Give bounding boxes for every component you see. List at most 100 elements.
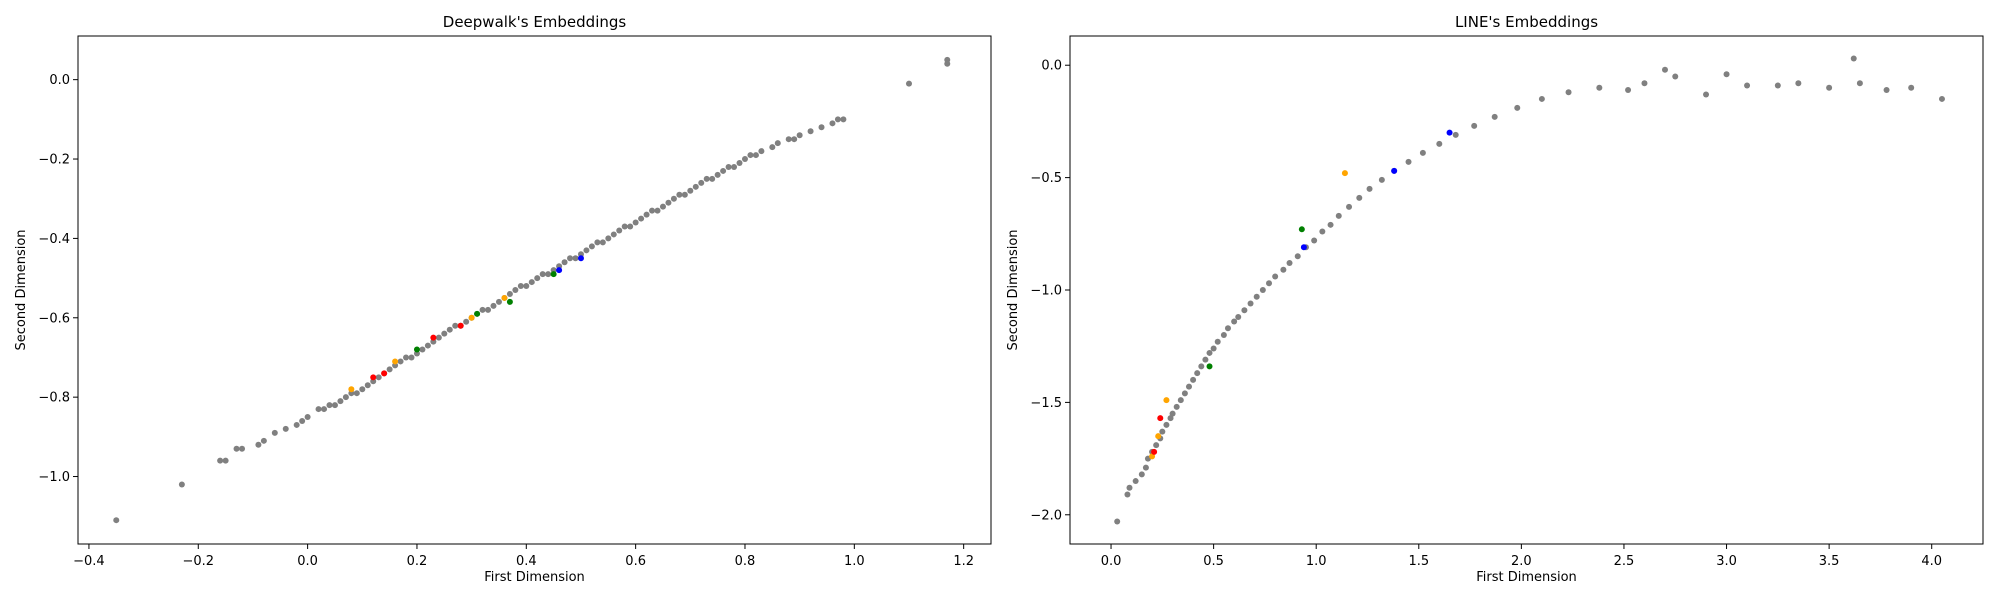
line-data-point <box>1259 287 1266 293</box>
line-data-point <box>1744 82 1751 89</box>
deepwalk-data-point <box>386 366 393 373</box>
deepwalk-data-point <box>364 382 371 389</box>
line-data-point <box>1300 244 1307 251</box>
line-data-point <box>1159 428 1166 435</box>
line-data-point <box>1341 170 1348 177</box>
line-data-point <box>1661 66 1668 73</box>
line-title: LINE's Embeddings <box>1455 13 1598 31</box>
line-data-point <box>1298 226 1305 233</box>
deepwalk-data-point <box>523 283 530 290</box>
deepwalk-data-point <box>419 346 426 353</box>
deepwalk-data-point <box>747 152 754 159</box>
line-x-tick-label: 0.0 <box>1101 554 1122 569</box>
deepwalk-x-tick-label: 0.0 <box>297 554 318 569</box>
line-data-point <box>1169 410 1176 417</box>
line-x-tick-label: 3.5 <box>1819 554 1840 569</box>
line-data-point <box>1206 363 1213 370</box>
line-data-point <box>1114 518 1121 525</box>
deepwalk-data-point <box>424 342 431 349</box>
deepwalk-data-point <box>435 334 442 341</box>
line-data-point <box>1173 403 1180 410</box>
line-ticks: 0.0 0.5 1.0 1.5 2.0 2.5 3.0 3.5 4.0 −2.0 −1.5 −1.0 −… <box>1030 59 1942 569</box>
line-x-tick-label: 2.5 <box>1614 554 1635 569</box>
deepwalk-x-tick-label: 0.2 <box>407 554 428 569</box>
line-data-point <box>1231 318 1238 325</box>
line-data-point <box>1311 237 1318 244</box>
line-data-point <box>1327 221 1334 228</box>
deepwalk-data-point <box>583 247 590 254</box>
deepwalk-x-tick-label: 0.4 <box>516 554 537 569</box>
deepwalk-data-point <box>659 203 666 210</box>
deepwalk-data-point <box>403 354 410 361</box>
line-data-point <box>1366 185 1373 192</box>
line-y-axis-label: Second Dimension <box>1006 229 1021 350</box>
line-data-point <box>1452 131 1459 138</box>
deepwalk-data-point <box>326 402 333 409</box>
line-data-point <box>1641 80 1648 87</box>
line-y-tick-label: 0.0 <box>1041 59 1062 74</box>
deepwalk-data-point <box>348 386 355 393</box>
line-data-point <box>1346 203 1353 210</box>
line-x-tick-label: 2.0 <box>1511 554 1532 569</box>
line-data-point <box>1405 158 1412 165</box>
line-data-point <box>1167 415 1174 422</box>
line-data-point <box>1938 95 1945 102</box>
deepwalk-y-tick-label: −1.0 <box>38 470 70 485</box>
deepwalk-data-point <box>577 255 584 262</box>
line-data-point <box>1272 273 1279 280</box>
deepwalk-data-point <box>353 390 360 397</box>
deepwalk-data-point <box>731 163 738 170</box>
deepwalk-data-point <box>632 219 639 226</box>
deepwalk-data-point <box>446 326 453 333</box>
line-data-point <box>1850 55 1857 62</box>
deepwalk-data-point <box>785 136 792 143</box>
deepwalk-data-point <box>485 306 492 313</box>
deepwalk-data-point <box>392 358 399 365</box>
deepwalk-data-point <box>556 267 563 274</box>
deepwalk-data-point <box>594 239 601 246</box>
deepwalk-y-tick-label: 0.0 <box>49 73 70 88</box>
line-data-point <box>1153 442 1160 449</box>
deepwalk-plot-frame <box>77 35 992 545</box>
line-data-point <box>1163 397 1170 404</box>
deepwalk-data-point <box>720 167 727 174</box>
deepwalk-data-point <box>178 481 185 488</box>
deepwalk-data-point <box>260 437 267 444</box>
deepwalk-y-tick-label: −0.2 <box>38 153 70 168</box>
line-data-point <box>1155 433 1162 440</box>
deepwalk-data-point <box>567 255 574 262</box>
deepwalk-data-point <box>627 223 634 230</box>
line-data-point <box>1514 104 1521 111</box>
deepwalk-data-point <box>665 199 672 206</box>
deepwalk-data-point <box>774 140 781 147</box>
deepwalk-data-point <box>413 346 420 353</box>
deepwalk-y-tick-label: −0.8 <box>38 391 70 406</box>
deepwalk-data-point <box>375 374 382 381</box>
line-data-point <box>1157 415 1164 422</box>
line-data-point <box>1795 80 1802 87</box>
deepwalk-data-point <box>709 175 716 182</box>
deepwalk-data-point <box>807 128 814 135</box>
deepwalk-data-point <box>512 287 519 293</box>
deepwalk-data-point <box>506 290 513 297</box>
deepwalk-data-point <box>752 152 759 159</box>
deepwalk-data-point <box>430 334 437 341</box>
line-y-tick-label: −1.0 <box>1030 284 1062 299</box>
deepwalk-y-tick-label: −0.4 <box>38 232 70 247</box>
deepwalk-data-point <box>528 279 535 286</box>
deepwalk-data-point <box>539 271 546 278</box>
deepwalk-data-point <box>676 191 683 198</box>
line-data-point <box>1138 471 1145 478</box>
deepwalk-points <box>113 56 951 524</box>
line-data-point <box>1491 113 1498 120</box>
deepwalk-data-point <box>282 425 289 432</box>
deepwalk-panel: Deepwalk's Embeddings First Dimension Se… <box>14 13 992 585</box>
deepwalk-data-point <box>304 414 311 420</box>
deepwalk-data-point <box>796 132 803 139</box>
deepwalk-data-point <box>479 306 486 313</box>
line-y-tick-label: −0.5 <box>1030 171 1062 186</box>
deepwalk-ticks: −0.4 −0.2 0.0 0.2 0.4 0.6 0.8 1.0 1.2 −1.0 −0.8 −0.… <box>38 73 974 569</box>
line-data-point <box>1198 363 1205 370</box>
deepwalk-data-point <box>714 171 721 178</box>
